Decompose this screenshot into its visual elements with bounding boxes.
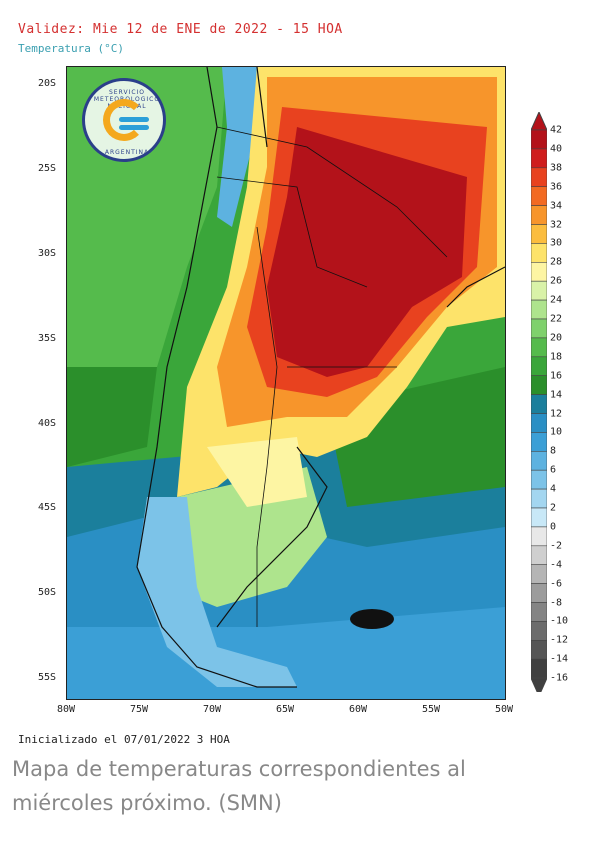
lat-label: 40S bbox=[38, 418, 57, 429]
colorbar-cell bbox=[531, 639, 547, 660]
colorbar-bottom-arrow bbox=[531, 677, 547, 692]
southern-chile-zone bbox=[137, 497, 297, 687]
initialized-text: Inicializado el 07/01/2022 3 HOA bbox=[18, 733, 230, 746]
pacific-mid-zone bbox=[67, 367, 157, 467]
colorbar-label: -8 bbox=[550, 597, 563, 608]
lon-label: 80W bbox=[56, 704, 76, 715]
variable-subtitle: Temperatura (°C) bbox=[18, 42, 124, 55]
colorbar-cell bbox=[531, 318, 547, 339]
colorbar-label: 36 bbox=[550, 181, 563, 193]
colorbar-label: -16 bbox=[550, 672, 569, 684]
colorbar-cell bbox=[531, 167, 547, 187]
colorbar-cell bbox=[531, 148, 547, 169]
colorbar-label: 40 bbox=[550, 143, 563, 155]
colorbar-cell bbox=[531, 526, 547, 547]
colorbar-label: 6 bbox=[550, 464, 557, 476]
colorbar-cell bbox=[531, 299, 547, 320]
colorbar-cell bbox=[531, 469, 547, 490]
lat-label: 25S bbox=[38, 163, 57, 174]
colorbar-cell bbox=[531, 394, 547, 414]
logo-bottom-text: ARGENTINA bbox=[104, 149, 150, 156]
colorbar-cell bbox=[531, 507, 547, 528]
map-canvas bbox=[67, 67, 505, 699]
patagonia-mild-zone bbox=[167, 467, 327, 607]
colorbar-label: 22 bbox=[550, 313, 563, 325]
colorbar-cell bbox=[531, 205, 547, 225]
country-borders bbox=[216, 126, 448, 627]
colorbar-label: -2 bbox=[550, 540, 563, 552]
colorbar-cell bbox=[531, 545, 547, 565]
colorbar-label: -10 bbox=[550, 615, 569, 627]
lon-label: 60W bbox=[348, 704, 368, 715]
colorbar-cell bbox=[531, 658, 547, 679]
colorbar bbox=[531, 112, 547, 692]
colorbar-label: 42 bbox=[550, 124, 563, 136]
colorbar-cell bbox=[531, 224, 547, 244]
colorbar-label: 38 bbox=[550, 162, 563, 174]
image-caption: Mapa de temperaturas correspondientes al… bbox=[12, 757, 466, 815]
colorbar-label: -6 bbox=[550, 578, 563, 590]
colorbar-cell bbox=[531, 432, 547, 452]
colorbar-cell bbox=[531, 280, 547, 301]
lon-label: 55W bbox=[421, 704, 441, 715]
lat-label: 50S bbox=[38, 587, 57, 598]
colorbar-cell bbox=[531, 564, 547, 584]
lon-label: 75W bbox=[129, 704, 149, 715]
colorbar-label: 14 bbox=[550, 389, 563, 401]
colorbar-top-arrow bbox=[531, 112, 547, 131]
falklands-island bbox=[350, 609, 394, 629]
colorbar-label: -12 bbox=[550, 634, 569, 646]
colorbar-label: 4 bbox=[550, 483, 557, 495]
colorbar-cell bbox=[531, 583, 547, 603]
colorbar-label: 28 bbox=[550, 256, 563, 268]
validity-title: Validez: Mie 12 de ENE de 2022 - 15 HOA bbox=[18, 22, 343, 37]
lon-label: 65W bbox=[275, 704, 295, 715]
logo-wave-2 bbox=[119, 125, 149, 130]
land-extreme-zone bbox=[267, 127, 467, 377]
smn-logo: SERVICIO METEOROLOGICO NACIONAL ARGENTIN… bbox=[82, 78, 166, 162]
northern-patagonia-zone bbox=[207, 437, 307, 507]
colorbar-label: 30 bbox=[550, 237, 563, 249]
colorbar-label: 20 bbox=[550, 332, 563, 344]
colorbar-cell bbox=[531, 488, 547, 509]
colorbar-label: -4 bbox=[550, 559, 563, 571]
colorbar-cell bbox=[531, 375, 547, 395]
colorbar-label: 24 bbox=[550, 294, 563, 306]
colorbar-label: -14 bbox=[550, 653, 569, 665]
lat-label: 35S bbox=[38, 333, 57, 344]
andes-cold-strip bbox=[217, 67, 257, 227]
colorbar-cell bbox=[531, 262, 547, 282]
colorbar-label: 18 bbox=[550, 351, 563, 363]
colorbar-cell bbox=[531, 337, 547, 358]
colorbar-cell bbox=[531, 129, 547, 150]
lon-label: 50W bbox=[494, 704, 514, 715]
lat-label: 20S bbox=[38, 78, 57, 89]
lat-label: 45S bbox=[38, 502, 57, 513]
colorbar-label: 2 bbox=[550, 502, 557, 514]
colorbar-cell bbox=[531, 186, 547, 206]
colorbar-cell bbox=[531, 621, 547, 641]
colorbar-label: 12 bbox=[550, 408, 563, 419]
colorbar-cell bbox=[531, 243, 547, 263]
colorbar-cell bbox=[531, 450, 547, 471]
lat-label: 55S bbox=[38, 672, 57, 683]
lat-label: 30S bbox=[38, 248, 57, 259]
temperature-map bbox=[66, 66, 506, 700]
lon-label: 70W bbox=[202, 704, 222, 715]
logo-wave-1 bbox=[119, 117, 149, 122]
coastline bbox=[136, 67, 505, 688]
colorbar-label: 8 bbox=[550, 445, 557, 457]
colorbar-cell bbox=[531, 413, 547, 433]
colorbar-cell bbox=[531, 356, 547, 377]
colorbar-label: 26 bbox=[550, 275, 563, 287]
colorbar-label: 34 bbox=[550, 200, 563, 212]
colorbar-label: 0 bbox=[550, 521, 557, 533]
colorbar-cell bbox=[531, 602, 547, 622]
colorbar-label: 10 bbox=[550, 426, 563, 438]
logo-ring bbox=[103, 99, 145, 141]
colorbar-label: 32 bbox=[550, 219, 563, 230]
colorbar-label: 16 bbox=[550, 370, 563, 382]
